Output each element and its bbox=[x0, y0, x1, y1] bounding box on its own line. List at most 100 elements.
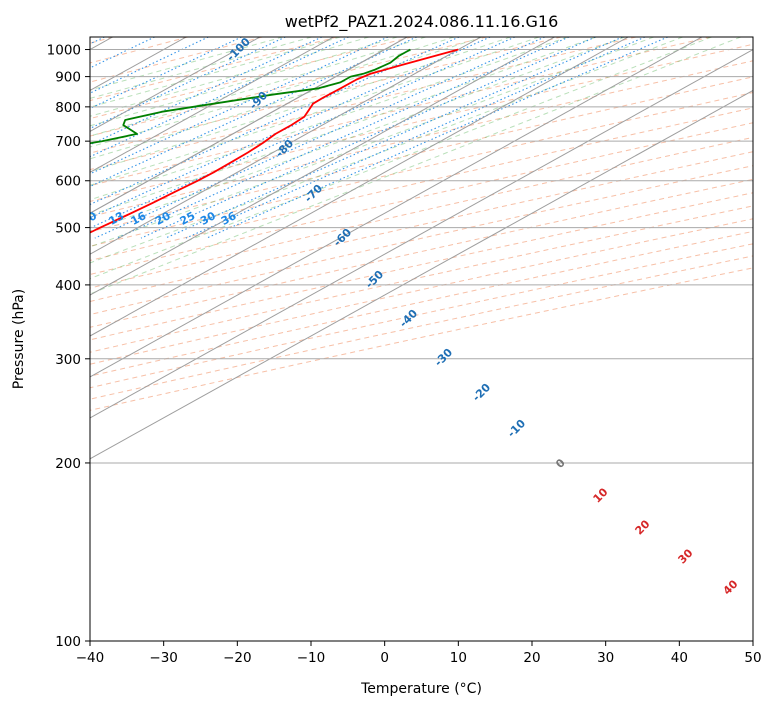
dry-adiabat bbox=[90, 43, 753, 202]
series-layer bbox=[90, 48, 459, 234]
grid-layer bbox=[90, 37, 753, 641]
dry-adiabat bbox=[90, 178, 753, 328]
dry-adiabat bbox=[90, 205, 753, 353]
dry-adiabat-label: -20 bbox=[470, 381, 493, 404]
x-tick-label: −30 bbox=[149, 650, 178, 666]
mixing-ratio-line bbox=[206, 37, 668, 239]
moist-adiabat bbox=[90, 37, 712, 280]
isotherm bbox=[90, 89, 753, 460]
isotherm bbox=[90, 37, 408, 214]
moist-adiabat bbox=[90, 37, 312, 99]
y-tick-label: 300 bbox=[55, 352, 81, 368]
isotherm bbox=[90, 48, 753, 419]
dry-adiabat bbox=[90, 218, 753, 365]
isotherm bbox=[90, 37, 629, 337]
x-tick-label: 30 bbox=[597, 650, 614, 666]
mixing-ratio-line bbox=[140, 37, 596, 239]
mixing-ratio-line bbox=[90, 37, 155, 69]
dry-adiabat bbox=[90, 230, 753, 377]
mixing-ratio-label: 10 bbox=[79, 209, 99, 228]
dry-adiabat bbox=[90, 107, 753, 262]
moist-adiabat bbox=[90, 37, 455, 148]
dry-adiabat-label: -10 bbox=[505, 417, 528, 440]
x-tick-label: −40 bbox=[76, 650, 105, 666]
mixing-ratio-label: 4 bbox=[0, 211, 6, 226]
x-tick-label: 50 bbox=[744, 650, 761, 666]
moist-adiabat-label: 40 bbox=[721, 577, 741, 597]
mixing-ratio-line bbox=[90, 37, 491, 219]
x-tick-label: 40 bbox=[671, 650, 688, 666]
mixing-ratio-label: 20 bbox=[153, 209, 173, 228]
y-tick-label: 1000 bbox=[47, 43, 81, 59]
y-tick-label: 900 bbox=[55, 70, 81, 86]
y-axis-label: Pressure (hPa) bbox=[11, 289, 27, 389]
moist-adiabat bbox=[90, 37, 741, 295]
x-axis-label: Temperature (°C) bbox=[360, 681, 482, 697]
y-tick-label: 100 bbox=[55, 634, 81, 650]
dry-adiabat-label: -30 bbox=[432, 346, 455, 369]
mixing-ratio-line bbox=[90, 37, 242, 110]
mixing-ratio-line bbox=[90, 37, 105, 45]
isotherm bbox=[90, 37, 482, 255]
mixing-ratio-label: 13 bbox=[107, 209, 127, 228]
moist-adiabat-label: 10 bbox=[591, 485, 611, 505]
mixing-ratio-label: 25 bbox=[178, 209, 198, 228]
moist-adiabat bbox=[90, 37, 341, 108]
mixing-ratio-line bbox=[165, 37, 623, 239]
y-tick-label: 600 bbox=[55, 174, 81, 190]
chart-title: wetPf2_PAZ1.2024.086.11.16.G16 bbox=[285, 12, 559, 32]
dry-adiabat bbox=[90, 122, 753, 275]
x-tick-label: 20 bbox=[523, 650, 540, 666]
plot-frame bbox=[89, 36, 754, 642]
mixing-ratio-line bbox=[185, 37, 646, 239]
temperature-profile bbox=[90, 48, 459, 234]
mixing-ratio-line bbox=[94, 37, 545, 239]
y-tick-label: 200 bbox=[55, 456, 81, 472]
moist-adiabat bbox=[90, 37, 426, 137]
dry-adiabat bbox=[90, 192, 753, 341]
dry-adiabat bbox=[90, 60, 753, 218]
dry-adiabat-label: -60 bbox=[331, 226, 354, 249]
moist-adiabat bbox=[90, 37, 483, 160]
dry-adiabat-label: -50 bbox=[363, 268, 386, 291]
isotherm bbox=[90, 37, 555, 296]
moist-adiabat bbox=[90, 37, 626, 232]
mixing-ratio-line bbox=[90, 37, 209, 94]
isotherm bbox=[90, 37, 703, 378]
dry-adiabat bbox=[90, 136, 753, 289]
dry-adiabat bbox=[90, 255, 753, 400]
moist-adiabat bbox=[90, 37, 683, 264]
y-tick-label: 500 bbox=[55, 221, 81, 237]
moist-adiabat-label: 20 bbox=[633, 517, 653, 537]
x-tick-label: 10 bbox=[450, 650, 467, 666]
x-tick-label: −10 bbox=[297, 650, 326, 666]
dry-adiabat bbox=[90, 151, 753, 302]
moist-adiabat-label: 30 bbox=[676, 546, 696, 566]
dry-adiabat bbox=[90, 37, 562, 154]
mixing-ratio-line bbox=[116, 37, 570, 239]
dry-adiabat-label: -40 bbox=[397, 307, 420, 330]
dry-adiabat bbox=[90, 267, 753, 411]
dry-adiabat bbox=[90, 37, 637, 171]
moist-adiabat bbox=[90, 37, 568, 201]
mixing-ratio-label: 16 bbox=[129, 209, 149, 228]
moist-adiabat bbox=[90, 37, 540, 186]
isotherm-zero bbox=[90, 37, 408, 214]
dry-adiabat bbox=[90, 37, 413, 120]
mixing-ratio-line bbox=[90, 37, 323, 146]
mixing-ratio-label: 6 bbox=[31, 211, 44, 226]
moist-adiabat bbox=[90, 37, 398, 127]
dry-adiabat-label: -80 bbox=[273, 137, 296, 160]
dry-adiabat bbox=[90, 76, 753, 233]
moist-adiabat bbox=[90, 37, 283, 91]
x-tick-label: 0 bbox=[380, 650, 389, 666]
axis-ticks: −40 −30 −20 −10 0 10 20 30 40 50 1000 900 800 700 600 5… bbox=[47, 43, 762, 666]
dry-adiabat bbox=[90, 165, 753, 316]
y-tick-label: 800 bbox=[55, 100, 81, 116]
mixing-ratio-line bbox=[90, 37, 460, 206]
dewpoint-profile bbox=[90, 48, 411, 145]
dry-adiabat bbox=[90, 243, 753, 389]
dry-adiabat bbox=[90, 37, 711, 187]
